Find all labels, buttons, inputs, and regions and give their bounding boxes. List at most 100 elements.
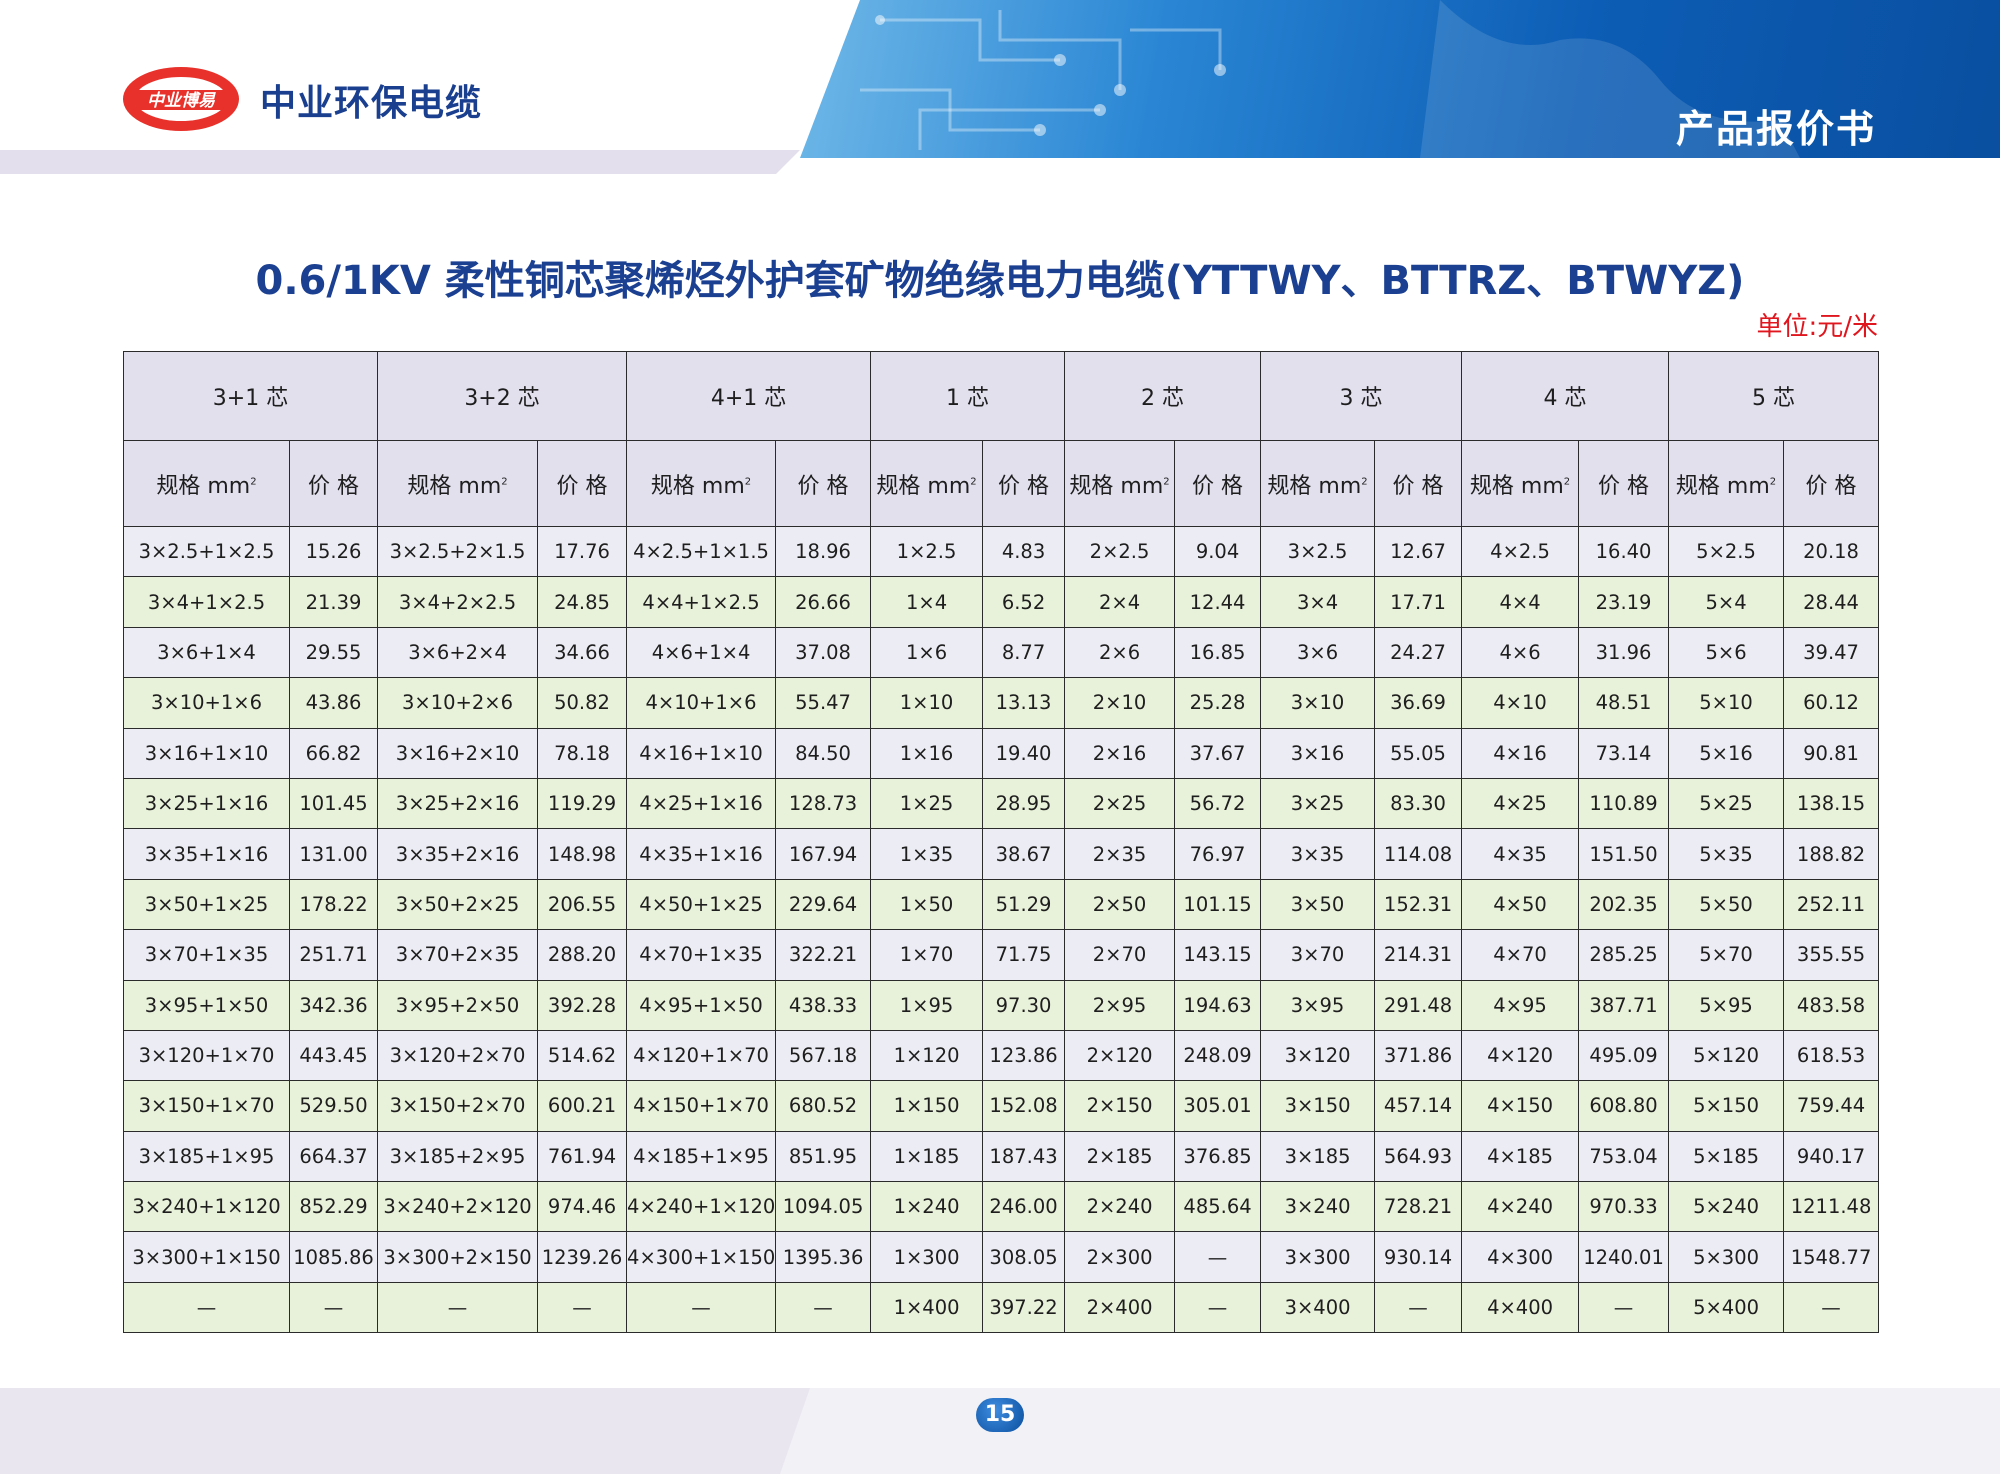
spec-cell: 5×300 [1668,1231,1785,1283]
spec-label: 规格 mm [876,473,971,499]
spec-cell: 1×35 [870,828,984,880]
table-row: 3×300+1×150 1085.86 3×300+2×150 1239.26 4×30… [123,1231,1880,1283]
price-cell: 974.46 [537,1181,628,1233]
square-superscript: 2 [250,476,257,488]
price-cell: 83.30 [1374,777,1463,830]
spec-cell: — [123,1281,290,1334]
price-cell: 930.14 [1374,1231,1463,1283]
spec-cell: 3×240+2×120 [377,1181,539,1233]
spec-cell: 1×400 [870,1281,984,1334]
price-cell: 4.83 [982,525,1066,578]
price-cell: 36.69 [1374,677,1463,729]
square-superscript: 2 [970,476,977,488]
price-cell: 23.19 [1578,576,1670,628]
spec-cell: 4×6 [1461,626,1580,679]
footer-accent [780,1388,2000,1474]
price-cell: 308.05 [982,1231,1066,1283]
square-superscript: 2 [1163,476,1170,488]
price-cell: 28.44 [1783,576,1880,628]
group-header: 4+1 芯 [626,351,872,441]
spec-cell: 4×4+1×2.5 [626,576,777,628]
spec-cell: 3×25 [1260,777,1376,830]
spec-cell: 1×185 [870,1130,984,1183]
price-cell: 753.04 [1578,1130,1670,1183]
price-cell: 31.96 [1578,626,1670,679]
spec-cell: 3×25+2×16 [377,777,539,830]
spec-cell: 3×50+2×25 [377,878,539,931]
spec-cell: 5×240 [1668,1181,1785,1233]
spec-cell: 3×4 [1260,576,1376,628]
price-cell: 1240.01 [1578,1231,1670,1283]
price-cell: 229.64 [775,878,872,931]
spec-cell: 3×120+2×70 [377,1029,539,1082]
price-cell: — [537,1281,628,1334]
spec-cell: 2×95 [1064,979,1176,1031]
price-cell: 291.48 [1374,979,1463,1031]
spec-cell: 4×2.5+1×1.5 [626,525,777,578]
price-cell: 438.33 [775,979,872,1031]
price-cell: 608.80 [1578,1080,1670,1132]
spec-label: 规格 mm [1675,473,1770,499]
price-column-header: 价 格 [775,440,872,527]
spec-label: 规格 mm [1069,473,1164,499]
table-row: 3×70+1×35 251.71 3×70+2×35 288.20 4×70+1×35 3… [123,929,1880,981]
spec-cell: 1×50 [870,878,984,931]
table-row: 3×185+1×95 664.37 3×185+2×95 761.94 4×185+1×… [123,1130,1880,1183]
spec-cell: 3×150 [1260,1080,1376,1132]
group-header: 4 芯 [1461,351,1670,441]
spec-cell: 1×70 [870,929,984,981]
spec-column-header: 规格 mm2 [1668,440,1785,527]
spec-cell: 3×240 [1260,1181,1376,1233]
price-cell: 206.55 [537,878,628,931]
price-cell: 28.95 [982,777,1066,830]
price-cell: 97.30 [982,979,1066,1031]
spec-label: 规格 mm [407,473,502,499]
square-superscript: 2 [501,476,508,488]
spec-cell: 1×300 [870,1231,984,1283]
spec-cell: 1×240 [870,1181,984,1233]
spec-cell: 4×240+1×120 [626,1181,777,1233]
spec-cell: 4×16+1×10 [626,727,777,779]
spec-cell: 2×10 [1064,677,1176,729]
price-cell: 392.28 [537,979,628,1031]
price-cell: 101.15 [1174,878,1262,931]
spec-cell: 3×2.5 [1260,525,1376,578]
price-cell: 618.53 [1783,1029,1880,1082]
page-number: 15 [976,1398,1024,1432]
square-superscript: 2 [1563,476,1571,488]
spec-cell: 3×185+1×95 [123,1130,290,1183]
price-cell: 20.18 [1783,525,1880,578]
price-cell: 17.71 [1374,576,1463,628]
price-cell: 55.05 [1374,727,1463,779]
price-cell: 12.44 [1174,576,1262,628]
price-cell: 529.50 [288,1080,379,1132]
price-cell: 138.15 [1783,777,1880,830]
price-cell: — [775,1281,872,1334]
price-cell: 16.85 [1174,626,1262,679]
price-cell: 728.21 [1374,1181,1463,1233]
price-cell: 148.98 [537,828,628,880]
price-cell: 6.52 [982,576,1066,628]
spec-cell: — [377,1281,539,1334]
price-table: 3+1 芯 3+2 芯 4+1 芯 1 芯 2 芯 3 芯 4 芯 5 芯 规格… [122,351,1880,1334]
spec-cell: 4×35+1×16 [626,828,777,880]
price-cell: 76.97 [1174,828,1262,880]
spec-cell: 2×240 [1064,1181,1176,1233]
price-column-header: 价 格 [982,440,1066,527]
price-cell: 664.37 [288,1130,379,1183]
price-cell: 37.08 [775,626,872,679]
spec-cell: 4×95+1×50 [626,979,777,1031]
square-superscript: 2 [1361,476,1368,488]
price-cell: 761.94 [537,1130,628,1183]
spec-cell: 2×35 [1064,828,1176,880]
price-cell: 567.18 [775,1029,872,1082]
spec-cell: 4×10+1×6 [626,677,777,729]
price-cell: 43.86 [288,677,379,729]
price-cell: 305.01 [1174,1080,1262,1132]
price-cell: 371.86 [1374,1029,1463,1082]
spec-cell: 4×120 [1461,1029,1580,1082]
price-column-header: 价 格 [288,440,379,527]
spec-cell: 4×95 [1461,979,1580,1031]
price-cell: 26.66 [775,576,872,628]
spec-cell: 5×4 [1668,576,1785,628]
